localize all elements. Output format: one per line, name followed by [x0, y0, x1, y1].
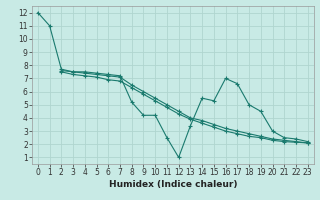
- X-axis label: Humidex (Indice chaleur): Humidex (Indice chaleur): [108, 180, 237, 189]
